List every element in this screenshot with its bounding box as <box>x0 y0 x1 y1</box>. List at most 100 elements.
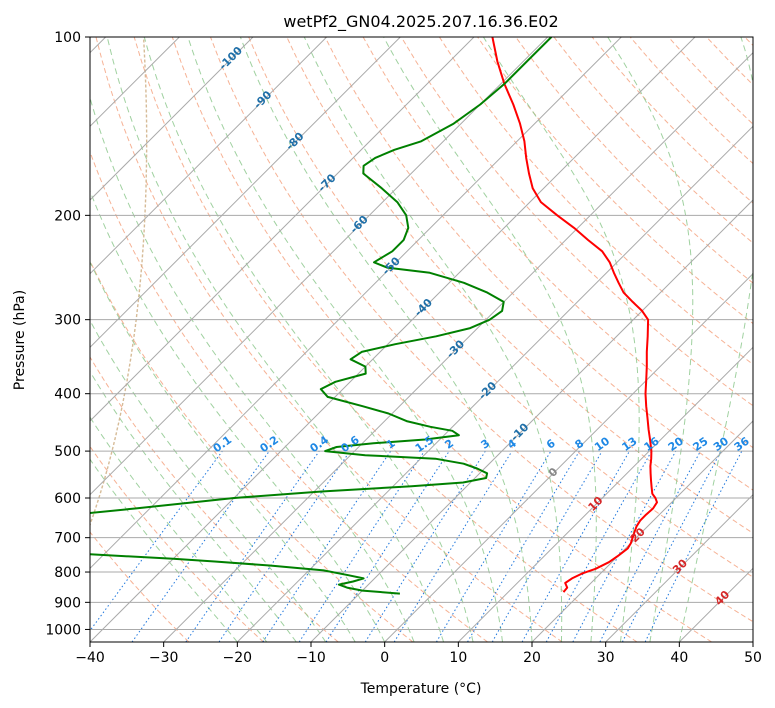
dry-adiabat-line <box>668 37 753 125</box>
moist-adiabat-line <box>90 416 268 642</box>
mixing-ratio-lines <box>90 450 743 642</box>
y-axis: 100 200 300 400 500 600 700 800 900 1000 <box>45 30 90 638</box>
y-tick-label: 500 <box>54 444 81 460</box>
mixing-ratio-line <box>393 450 513 642</box>
x-tick-label: 20 <box>523 650 541 666</box>
isotherms <box>90 37 753 642</box>
moist-adiabat-line <box>607 37 694 642</box>
isotherm-line <box>236 125 753 642</box>
dry-adiabat-line <box>95 37 563 642</box>
isotherm-line <box>310 199 753 642</box>
dry-adiabat-line <box>400 37 753 407</box>
isobars <box>90 37 753 630</box>
isotherm-label: -20 <box>476 379 499 402</box>
isotherm-label: -80 <box>283 130 306 153</box>
dry-adiabat-line <box>90 356 339 642</box>
temperature-line <box>491 37 658 593</box>
dry-adiabats <box>90 37 753 642</box>
isotherm-line <box>90 37 475 422</box>
x-tick-label: −40 <box>75 650 105 666</box>
isotherm-line <box>752 641 753 642</box>
dewpoint-line <box>90 37 553 595</box>
plot-area: 0.1 0.2 0.4 0.6 1 1.5 2 3 4 6 8 10 13 16 20 25 30 36-100-… <box>90 37 753 642</box>
dry-adiabat-line <box>90 531 190 642</box>
moist-adiabat-line <box>239 37 533 642</box>
isotherm-label: -70 <box>315 171 338 194</box>
y-tick-label: 200 <box>54 208 81 224</box>
mixing-ratio-line <box>218 450 351 642</box>
x-tick-label: 30 <box>597 650 615 666</box>
dry-adiabat-line <box>744 37 753 47</box>
x-tick-label: −10 <box>296 650 326 666</box>
mixing-ratio-line <box>262 450 392 642</box>
dry-adiabat-line <box>171 37 712 642</box>
mixing-ratio-line <box>131 450 270 642</box>
chart-title: wetPf2_GN04.2025.207.16.36.E02 <box>283 12 558 32</box>
isotherm-label: 10 <box>586 494 606 514</box>
y-tick-label: 100 <box>54 30 81 46</box>
isotherm-line <box>531 420 753 642</box>
isotherm-label: -30 <box>444 337 467 360</box>
moist-adiabat-line <box>106 37 445 642</box>
moist-adiabat-line <box>90 189 386 642</box>
dry-adiabat-line <box>591 37 753 204</box>
y-tick-label: 600 <box>54 491 81 507</box>
isotherm-line <box>384 272 753 642</box>
isotherm-label: 40 <box>712 588 732 608</box>
isotherm-line <box>163 51 753 642</box>
isotherm-line <box>605 493 753 642</box>
y-tick-label: 700 <box>54 531 81 547</box>
isotherm-line <box>90 37 328 275</box>
x-axis-title: Temperature (°C) <box>360 681 482 697</box>
isotherm-label: -40 <box>412 296 435 319</box>
moist-adiabats <box>90 37 753 642</box>
moist-adiabat-line <box>482 37 640 642</box>
moist-adiabat-line <box>383 37 597 642</box>
moist-adiabat-line <box>303 37 563 642</box>
dry-adiabat-line <box>362 37 753 449</box>
x-tick-label: −30 <box>149 650 179 666</box>
isotherm-label: -100 <box>216 44 245 73</box>
dry-adiabat-line <box>515 37 753 284</box>
y-tick-label: 900 <box>54 595 81 611</box>
mixing-ratio-line <box>90 450 223 632</box>
x-tick-label: −20 <box>223 650 253 666</box>
isotherm-line <box>90 37 254 201</box>
dry-adiabat-line <box>90 259 414 642</box>
dry-adiabat-line <box>248 37 753 578</box>
dry-adiabat-line <box>90 445 264 642</box>
mixing-ratio-line <box>298 450 425 642</box>
isotherm-line <box>90 37 401 349</box>
moist-adiabat-line <box>678 37 753 642</box>
moist-adiabat-line <box>143 37 474 642</box>
x-axis: −40 −30 −20 −10 0 10 20 30 40 50 <box>75 642 762 666</box>
dry-adiabat-line <box>553 37 753 244</box>
moist-adiabat-line <box>90 458 238 642</box>
plot-frame <box>89 36 754 643</box>
mixing-ratio-line <box>572 450 677 642</box>
x-tick-label: 0 <box>380 650 389 666</box>
mixing-ratio-line <box>185 450 320 642</box>
mixing-ratio-label: 6 <box>544 437 558 452</box>
isotherm-line <box>678 567 753 642</box>
isotherm-line <box>90 37 549 496</box>
dry-adiabat-line <box>324 37 753 491</box>
y-tick-label: 300 <box>54 313 81 329</box>
y-tick-label: 800 <box>54 565 81 581</box>
dry-adiabat-line <box>706 37 753 86</box>
isotherm-label: -60 <box>348 213 371 236</box>
mixing-ratio-line <box>521 450 630 642</box>
dry-adiabat-line <box>133 37 638 642</box>
moist-adiabat-line <box>90 319 327 642</box>
x-tick-label: 10 <box>449 650 467 666</box>
x-tick-label: 40 <box>670 650 688 666</box>
isotherm-label: 30 <box>670 556 690 576</box>
mixing-ratio-line <box>467 450 580 642</box>
mixing-ratio-line <box>644 450 743 642</box>
x-tick-label: 50 <box>744 650 762 666</box>
moist-adiabat-line <box>90 370 297 642</box>
line-labels: 0.1 0.2 0.4 0.6 1 1.5 2 3 4 6 8 10 13 16 20 25 30 36-100-… <box>211 44 752 608</box>
mixing-ratio-line <box>325 450 450 642</box>
tan-dashed-curve <box>90 37 148 527</box>
